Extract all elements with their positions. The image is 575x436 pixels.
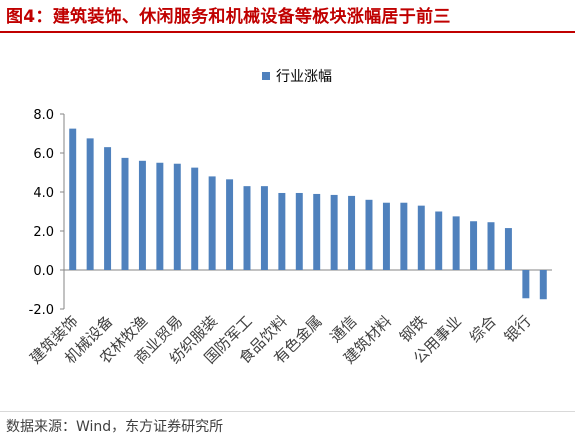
y-tick-label: 8.0 <box>33 108 54 123</box>
bar <box>173 163 181 270</box>
y-tick-label: 4.0 <box>33 186 54 201</box>
bar <box>470 221 478 270</box>
bar <box>435 211 443 270</box>
source-note: 数据来源：Wind，东方证券研究所 <box>6 419 224 435</box>
bar <box>452 216 460 270</box>
bar <box>138 160 146 270</box>
bar <box>226 179 234 270</box>
bar <box>365 199 373 270</box>
bar <box>348 195 356 270</box>
bar <box>522 270 530 299</box>
y-tick-label: -2.0 <box>29 303 54 318</box>
bar <box>278 192 286 270</box>
figure-title: 图4：建筑装饰、休闲服务和机械设备等板块涨幅居于前三 <box>6 7 451 27</box>
x-category-label: 综合 <box>466 312 500 346</box>
bar <box>260 186 268 270</box>
bar <box>156 162 164 270</box>
bar <box>295 192 303 270</box>
bar-chart-svg: 8.06.04.02.00.0-2.0建筑装饰机械设备农林牧渔商业贸易纺织服装国… <box>26 69 552 367</box>
bar <box>504 228 512 270</box>
bar <box>313 193 321 270</box>
bar <box>104 147 112 270</box>
y-tick-label: 6.0 <box>33 147 54 162</box>
bar <box>69 128 77 270</box>
legend-swatch <box>262 72 270 80</box>
bar <box>121 157 129 270</box>
bar <box>382 202 390 270</box>
chart: 8.0 6.0 4.0 2.0 0.0 -2.0 建筑装饰 机械设备 农林牧渔 商业贸易 纺织服装国… <box>0 34 575 404</box>
x-category-label: 银行 <box>501 312 535 346</box>
bar <box>417 205 425 270</box>
bar <box>400 202 408 270</box>
y-tick-label: 2.0 <box>33 225 54 240</box>
bar <box>330 194 338 270</box>
bar <box>208 176 216 270</box>
bar <box>539 270 547 300</box>
bar <box>86 138 94 270</box>
bottom-rule <box>0 411 575 412</box>
legend-label: 行业涨幅 <box>276 69 332 85</box>
bar <box>243 186 251 270</box>
title-rule <box>0 31 575 33</box>
bar <box>191 167 199 270</box>
y-tick-label: 0.0 <box>33 264 54 279</box>
bar <box>487 222 495 270</box>
